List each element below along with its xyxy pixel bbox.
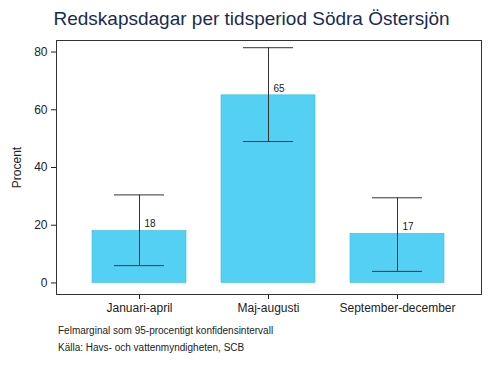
svg-text:60: 60: [34, 103, 48, 117]
svg-text:Procent: Procent: [10, 146, 24, 188]
svg-text:Maj-augusti: Maj-augusti: [237, 301, 299, 315]
svg-text:Januari-april: Januari-april: [106, 301, 172, 315]
html-text:Felmarginal som 95-procentigt: Felmarginal som 95-procentigt konfidensi…: [58, 325, 274, 336]
svg-text:18: 18: [145, 218, 157, 229]
html-text:Redskapsdagar per tidsperiod S: Redskapsdagar per tidsperiod Södra Öster…: [53, 8, 450, 29]
html-text:Källa: Havs- och vattenmyndigh: Källa: Havs- och vattenmyndigheten, SCB: [58, 342, 245, 353]
svg-text:17: 17: [403, 221, 415, 232]
svg-text:0: 0: [41, 276, 48, 290]
svg-text:September-december: September-december: [339, 301, 455, 315]
svg-text:65: 65: [274, 83, 286, 94]
svg-text:20: 20: [34, 218, 48, 232]
svg-text:80: 80: [34, 45, 48, 59]
svg-text:40: 40: [34, 160, 48, 174]
